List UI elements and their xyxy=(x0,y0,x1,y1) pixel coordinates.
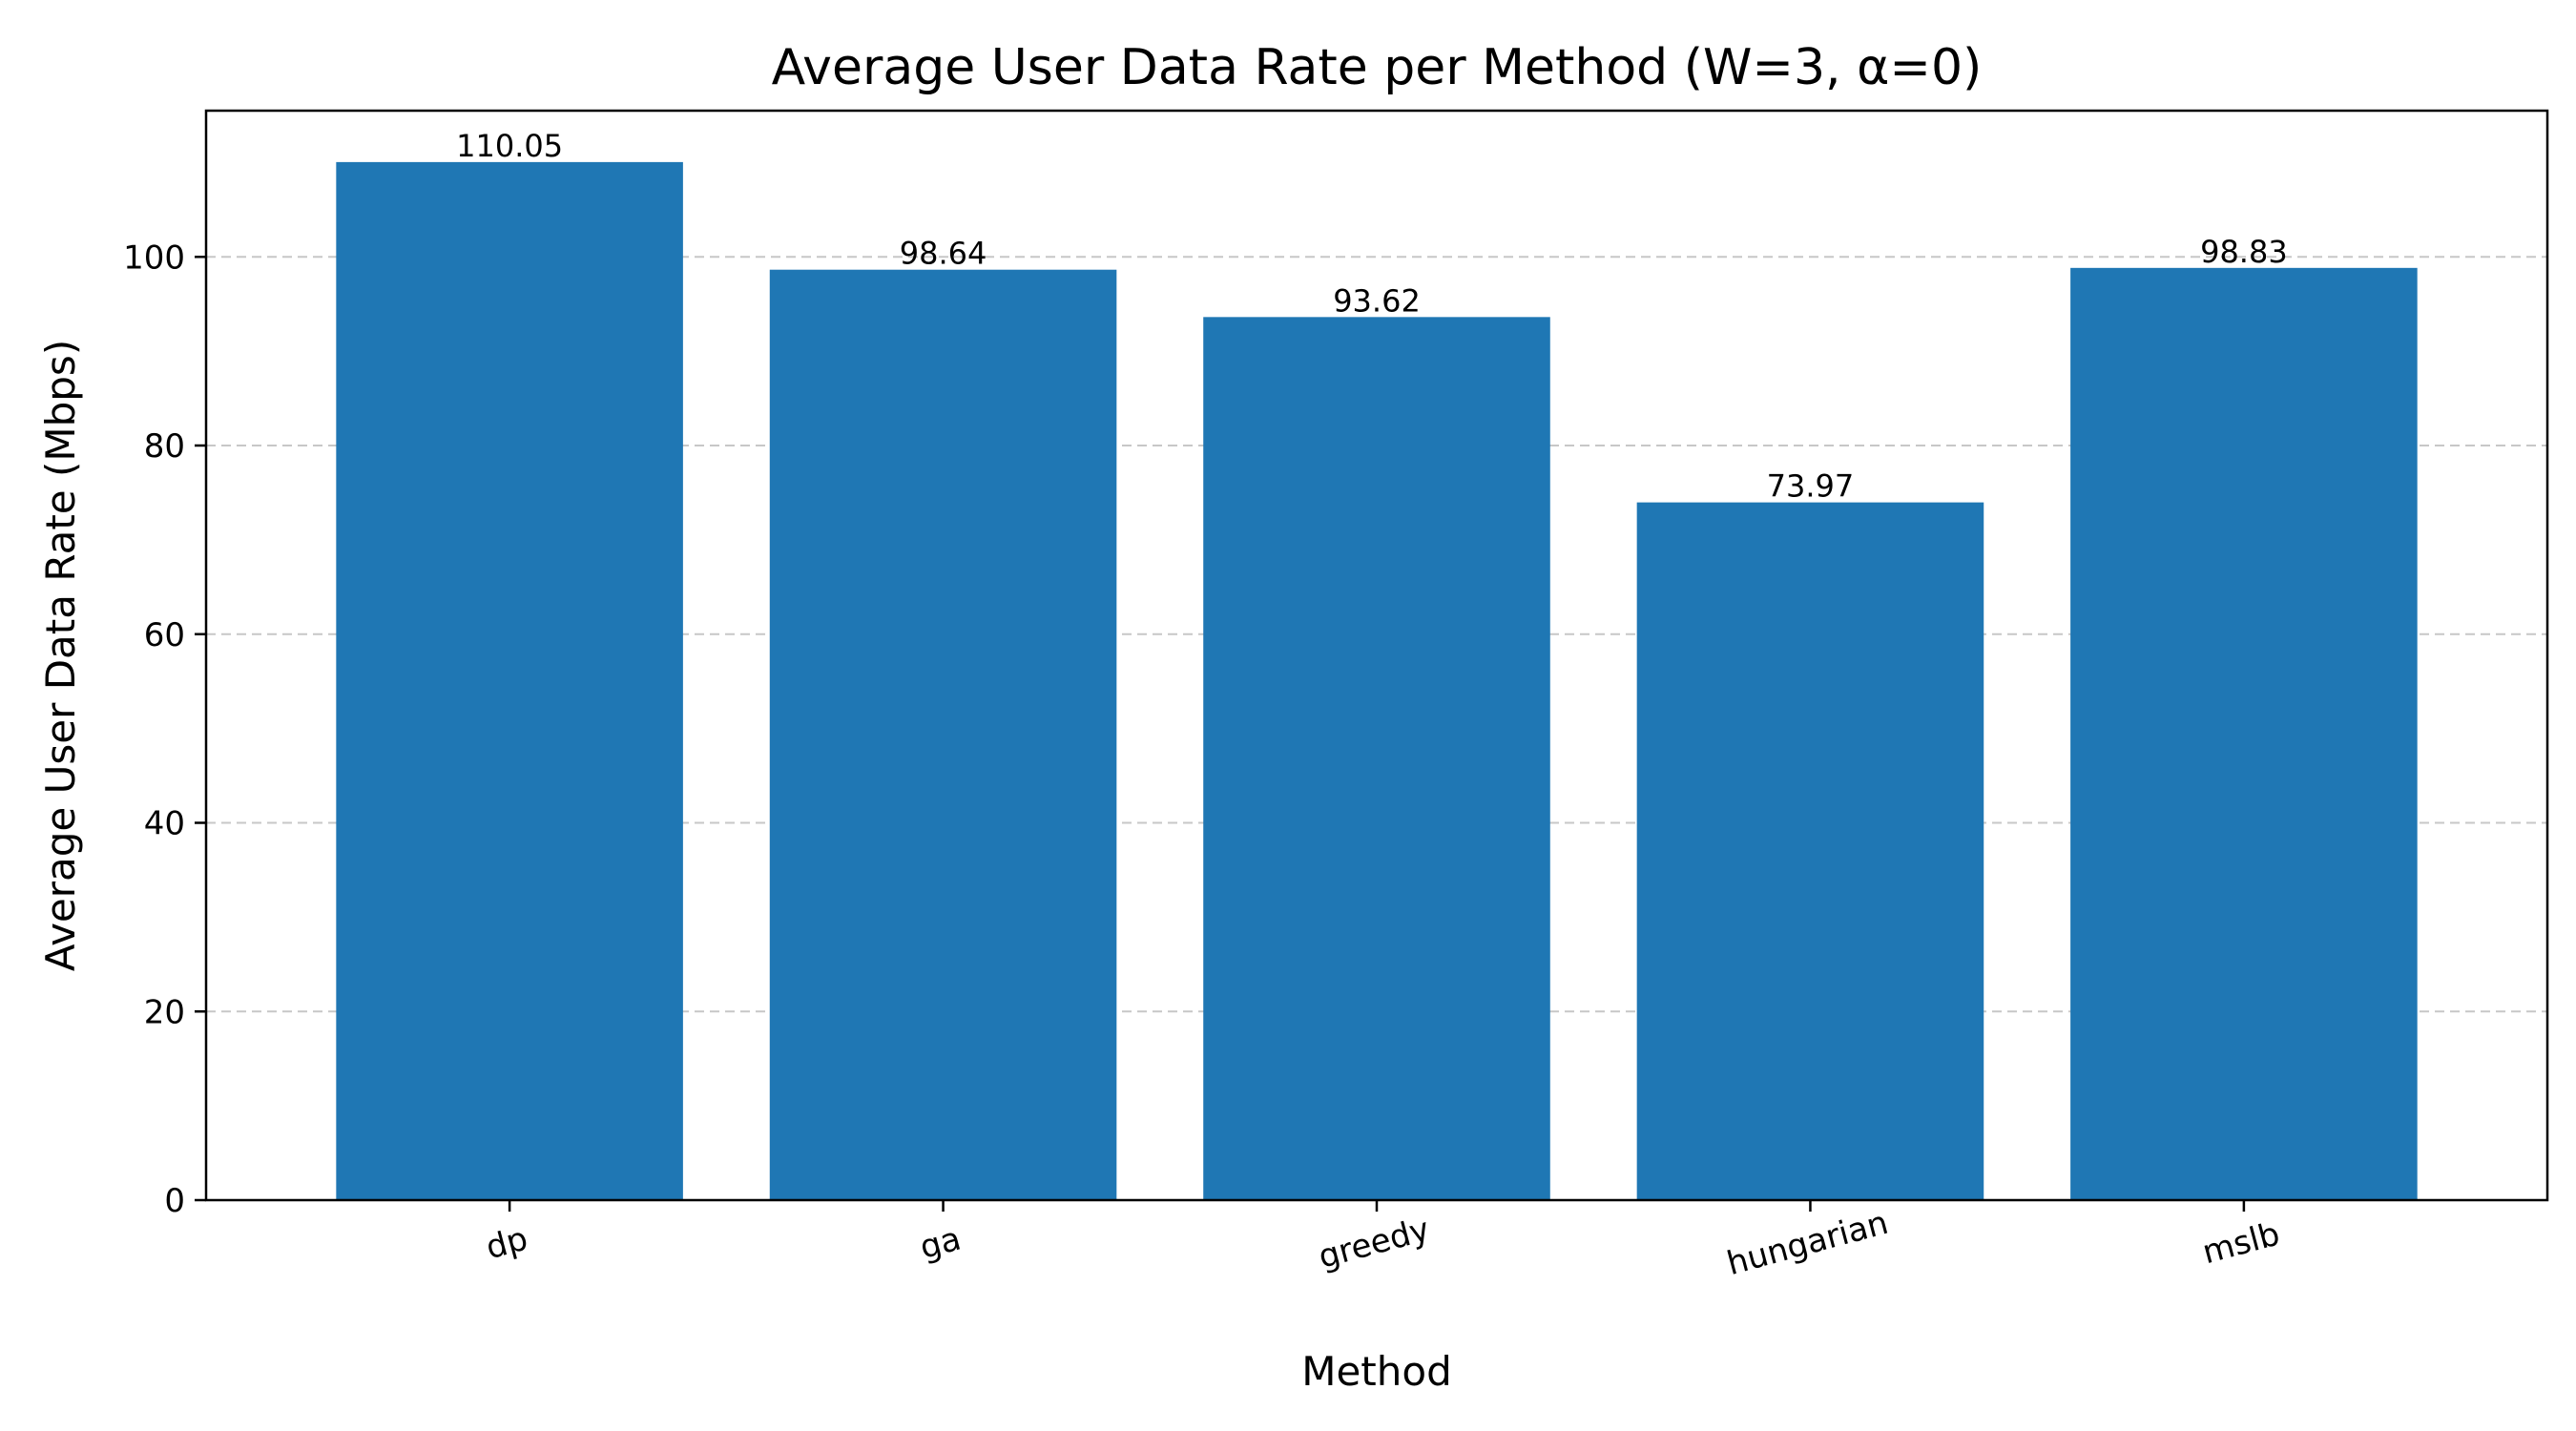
y-tick-label-80: 80 xyxy=(144,427,185,466)
bar-hungarian xyxy=(1636,502,1984,1200)
y-axis-ticks: 0 20 40 60 80 100 xyxy=(123,238,206,1220)
bar-dp xyxy=(336,161,683,1200)
y-tick-label-40: 40 xyxy=(144,805,185,843)
x-tick-label-ga: ga xyxy=(916,1220,965,1268)
x-axis-title: Method xyxy=(1301,1348,1452,1395)
data-label-ga: 98.64 xyxy=(900,236,987,272)
x-tick-label-dp: dp xyxy=(482,1219,531,1267)
bars xyxy=(336,161,2418,1201)
data-label-hungarian: 73.97 xyxy=(1767,468,1855,505)
y-axis-title: Average User Data Rate (Mbps) xyxy=(37,340,84,971)
y-tick-label-60: 60 xyxy=(144,616,185,654)
data-labels: 110.05 98.64 93.62 73.97 98.83 xyxy=(456,128,2288,505)
data-label-greedy: 93.62 xyxy=(1333,282,1421,319)
x-tick-label-greedy: greedy xyxy=(1315,1211,1434,1276)
x-tick-label-mslb: mslb xyxy=(2198,1214,2283,1272)
x-axis-ticks: dp ga greedy hungarian mslb xyxy=(482,1200,2284,1283)
data-label-dp: 110.05 xyxy=(456,128,563,164)
bar-ga xyxy=(769,269,1117,1200)
x-tick-label-hungarian: hungarian xyxy=(1723,1204,1892,1283)
bar-mslb xyxy=(2070,267,2418,1200)
y-tick-label-0: 0 xyxy=(164,1182,185,1220)
y-tick-label-20: 20 xyxy=(144,993,185,1031)
y-tick-label-100: 100 xyxy=(123,238,185,277)
bar-greedy xyxy=(1203,317,1550,1201)
data-label-mslb: 98.83 xyxy=(2200,234,2288,270)
chart-title: Average User Data Rate per Method (W=3, … xyxy=(772,39,1983,96)
